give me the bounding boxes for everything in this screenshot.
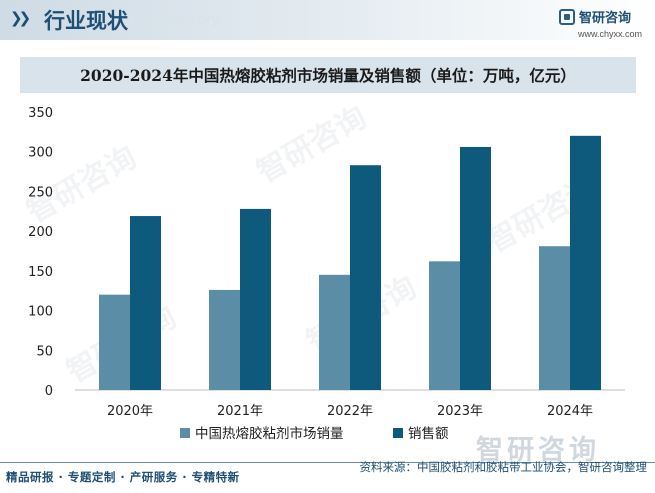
y-tick-label: 50 [36,344,53,359]
chart-title: 2020-2024年中国热熔胶粘剂市场销量及销售额（单位：万吨，亿元） [80,66,576,85]
chart-title-box: 2020-2024年中国热熔胶粘剂市场销量及销售额（单位：万吨，亿元） [20,57,636,93]
bottom-watermark-logo: 智研咨询 [476,435,600,466]
legend-label: 销售额 [408,426,449,442]
bar-sales-revenue [130,216,161,390]
logo-name: 智研咨询 [579,11,632,26]
bar-sales-volume [429,261,460,390]
legend-label: 中国热熔胶粘剂市场销量 [195,425,344,442]
bar-sales-volume [319,274,350,390]
y-tick-label: 300 [28,146,53,161]
x-tick-label: 2024年 [547,404,593,419]
bar-sales-volume [209,289,240,390]
y-tick-label: 350 [28,106,53,121]
header-watermark-text: ment history [130,11,221,28]
bar-sales-volume [539,246,570,390]
bar-sales-revenue [350,165,381,390]
logo-url: www.chyxx.com [578,29,643,39]
legend-swatch [180,428,190,438]
bar-sales-volume [99,294,130,390]
legend-swatch [393,428,403,438]
y-tick-label: 100 [28,305,53,320]
bar-sales-revenue [570,135,601,390]
x-tick-label: 2023年 [437,404,483,419]
y-tick-label: 200 [28,225,53,240]
y-tick-label: 150 [28,265,53,280]
header-bar: ❯❯ 行业现状 ment history [0,0,655,40]
logo-icon [559,8,575,25]
x-tick-label: 2020年 [107,404,153,419]
section-title: 行业现状 [44,9,128,33]
brand-logo: 智研咨询 [559,7,631,26]
source-note: 资料来源：中国胶粘剂和胶粘带工业协会，智研咨询整理 [359,460,648,474]
x-tick-label: 2021年 [217,404,263,419]
footer-tagline: 精品研报 · 专题定制 · 产研服务 · 专精特新 [6,470,240,484]
y-tick-label: 0 [45,384,53,399]
bar-sales-revenue [460,146,491,390]
x-tick-label: 2022年 [327,404,373,419]
y-tick-label: 250 [28,185,53,200]
footer-divider [0,462,655,463]
bar-sales-revenue [240,208,271,390]
double-chevron-icon: ❯❯ [10,9,31,27]
